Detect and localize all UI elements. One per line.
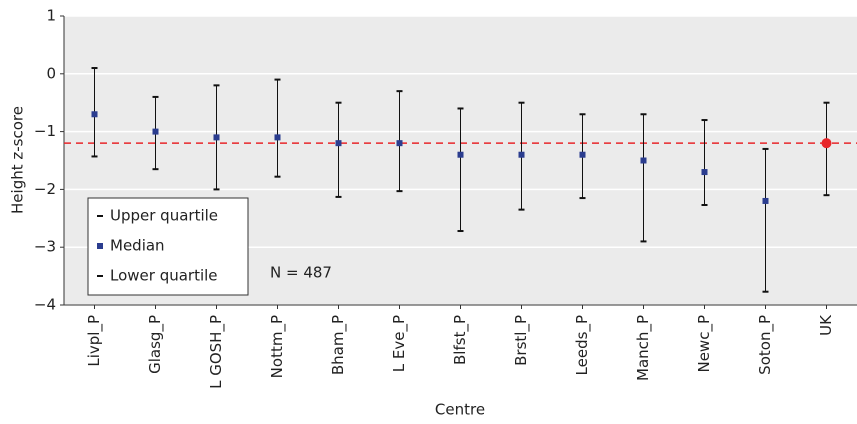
- x-tick-label: Soton_P: [756, 315, 775, 375]
- median-point: [640, 157, 647, 164]
- x-tick-label: Glasg_P: [146, 315, 165, 374]
- x-tick-label: Blfst_P: [451, 315, 470, 365]
- median-point: [457, 151, 464, 158]
- median-point: [701, 169, 708, 176]
- y-tick-label: −2: [34, 180, 56, 198]
- y-tick-label: 0: [46, 64, 56, 82]
- legend-label: Upper quartile: [110, 207, 218, 225]
- legend-label: Lower quartile: [110, 267, 218, 285]
- annotation: N = 487: [270, 264, 332, 282]
- x-tick-label: Manch_P: [634, 315, 653, 381]
- x-axis-label: Centre: [435, 401, 485, 419]
- median-point: [579, 151, 586, 158]
- x-tick-label: L GOSH_P: [207, 315, 226, 389]
- median-point: [518, 151, 525, 158]
- x-tick-label: Leeds_P: [573, 315, 592, 375]
- y-axis-label: Height z-score: [9, 106, 27, 214]
- y-tick-label: 1: [46, 7, 56, 25]
- legend-label: Median: [110, 237, 165, 255]
- x-tick-label: Livpl_P: [85, 315, 104, 367]
- legend: Upper quartile Median Lower quartile: [87, 197, 249, 296]
- y-tick-label: −1: [34, 122, 56, 140]
- y-tick-label: −3: [34, 238, 56, 256]
- x-tick-label: Brstl_P: [512, 315, 531, 366]
- median-point: [396, 140, 403, 147]
- median-point: [274, 134, 281, 141]
- median-point: [213, 134, 220, 141]
- legend-swatch: [97, 243, 103, 249]
- x-tick-label: Bham_P: [329, 315, 348, 375]
- median-point: [335, 140, 342, 147]
- x-tick-label: Newc_P: [695, 315, 714, 373]
- median-point: [91, 111, 98, 118]
- x-tick-label: UK: [817, 314, 835, 336]
- median-point: [821, 138, 832, 149]
- y-tick-label: −4: [34, 296, 56, 314]
- x-tick-label: Nottm_P: [268, 315, 287, 378]
- median-point: [152, 128, 159, 135]
- median-point: [762, 197, 769, 204]
- legend-box: [87, 197, 249, 296]
- x-tick-label: L Eve_P: [390, 315, 409, 372]
